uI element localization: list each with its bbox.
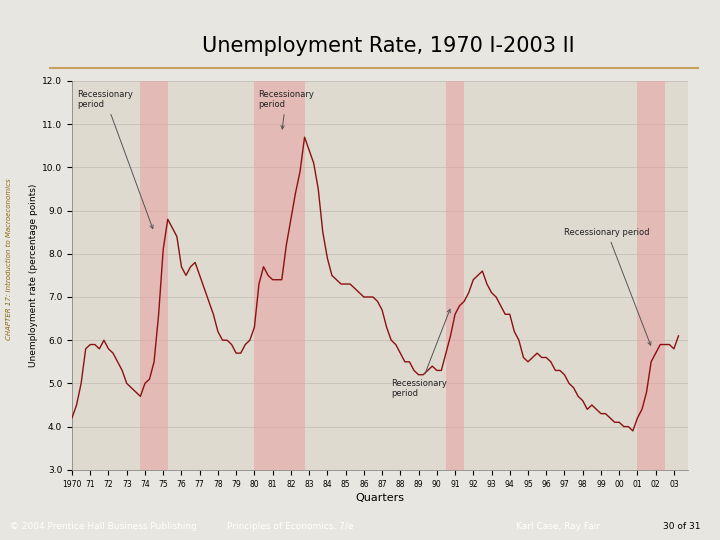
Text: © 2004 Prentice Hall Business Publishing: © 2004 Prentice Hall Business Publishing bbox=[9, 522, 197, 531]
X-axis label: Quarters: Quarters bbox=[355, 492, 405, 503]
Text: Karl Case, Ray Fair: Karl Case, Ray Fair bbox=[516, 522, 600, 531]
Text: Recessionary
period: Recessionary period bbox=[391, 309, 450, 399]
Text: CHAPTER 17: Introduction to Macroeconomics: CHAPTER 17: Introduction to Macroeconomi… bbox=[6, 178, 12, 340]
Text: Recessionary period: Recessionary period bbox=[564, 228, 651, 345]
Bar bbox=[254, 81, 305, 470]
Text: Recessionary
period: Recessionary period bbox=[78, 90, 153, 228]
Text: Unemployment Rate, 1970 I-2003 II: Unemployment Rate, 1970 I-2003 II bbox=[202, 36, 575, 56]
Bar bbox=[446, 81, 464, 470]
Bar bbox=[140, 81, 168, 470]
Text: Principles of Economics, 7/e: Principles of Economics, 7/e bbox=[227, 522, 354, 531]
Bar bbox=[637, 81, 665, 470]
Text: 30 of 31: 30 of 31 bbox=[663, 522, 701, 531]
Y-axis label: Unemployment rate (percentage points): Unemployment rate (percentage points) bbox=[29, 184, 38, 367]
Text: Recessionary
period: Recessionary period bbox=[258, 90, 314, 129]
